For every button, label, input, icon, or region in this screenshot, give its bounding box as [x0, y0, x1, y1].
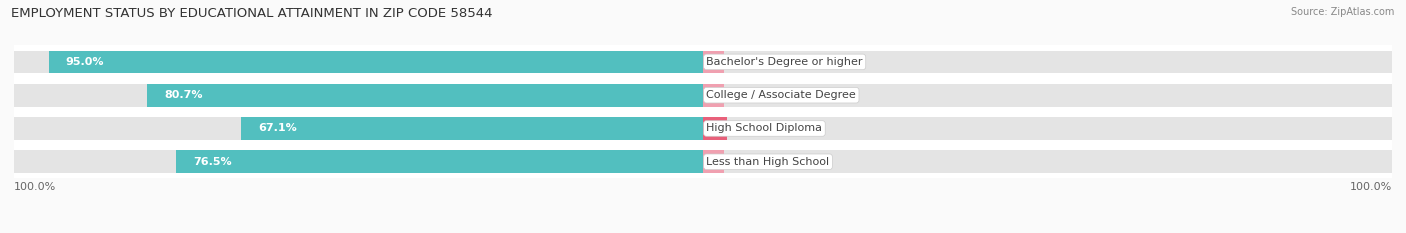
Bar	[703, 117, 1392, 140]
Text: College / Associate Degree: College / Associate Degree	[706, 90, 856, 100]
Bar	[48, 51, 703, 73]
Bar	[14, 145, 1392, 178]
Bar	[703, 51, 724, 73]
Bar	[703, 151, 724, 173]
Text: 67.1%: 67.1%	[257, 123, 297, 134]
Text: 0.0%: 0.0%	[734, 157, 762, 167]
Bar	[703, 151, 1392, 173]
Bar	[14, 45, 1392, 79]
Bar	[14, 84, 703, 106]
Bar	[14, 51, 703, 73]
Text: Bachelor's Degree or higher: Bachelor's Degree or higher	[706, 57, 863, 67]
Text: EMPLOYMENT STATUS BY EDUCATIONAL ATTAINMENT IN ZIP CODE 58544: EMPLOYMENT STATUS BY EDUCATIONAL ATTAINM…	[11, 7, 492, 20]
Bar	[14, 117, 703, 140]
Bar	[148, 84, 703, 106]
Text: 80.7%: 80.7%	[165, 90, 202, 100]
Bar	[14, 79, 1392, 112]
Text: High School Diploma: High School Diploma	[706, 123, 823, 134]
Bar	[703, 117, 727, 140]
Legend: In Labor Force, Unemployed: In Labor Force, Unemployed	[603, 230, 803, 233]
Text: 95.0%: 95.0%	[66, 57, 104, 67]
Text: Source: ZipAtlas.com: Source: ZipAtlas.com	[1291, 7, 1395, 17]
Text: Less than High School: Less than High School	[706, 157, 830, 167]
Text: 100.0%: 100.0%	[1350, 182, 1392, 192]
Bar	[703, 51, 1392, 73]
Bar	[176, 151, 703, 173]
Bar	[240, 117, 703, 140]
Bar	[703, 84, 1392, 106]
Bar	[14, 151, 703, 173]
Text: 0.0%: 0.0%	[734, 57, 762, 67]
Text: 100.0%: 100.0%	[14, 182, 56, 192]
Text: 0.0%: 0.0%	[734, 90, 762, 100]
Text: 3.5%: 3.5%	[738, 123, 766, 134]
Bar	[14, 112, 1392, 145]
Text: 76.5%: 76.5%	[193, 157, 232, 167]
Bar	[703, 84, 724, 106]
